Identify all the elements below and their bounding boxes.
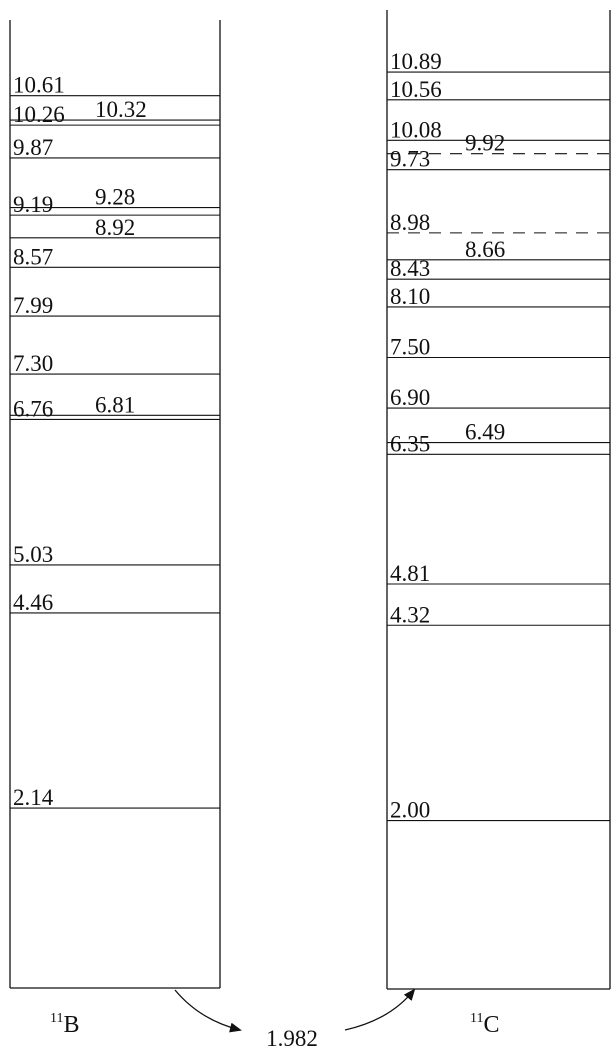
c11-level-column: 10.89 10.56 10.08 9.92 9.73 8.98 8.66 8.43 8.10 7…: [386, 10, 611, 990]
c11-level-label: 9.73: [390, 147, 430, 172]
arrow-left: [174, 989, 242, 1033]
c11-mass-number: 11: [470, 1011, 483, 1026]
b11-level-label: 7.30: [13, 351, 53, 376]
b11-level-label: 6.81: [95, 392, 135, 417]
c11-level-label: 6.49: [465, 420, 505, 445]
b11-level-label: 8.92: [95, 215, 135, 240]
c11-level-label: 8.43: [390, 256, 430, 281]
c11-level-label: 8.98: [390, 210, 430, 235]
b11-level-label: 7.99: [13, 293, 53, 318]
c11-level-label: 10.08: [390, 117, 442, 142]
c11-level-label: 4.81: [390, 561, 430, 586]
c11-level-label: 6.35: [390, 431, 430, 456]
energy-difference-label: 1.982: [266, 1026, 318, 1051]
c11-level-label: 9.92: [465, 131, 505, 156]
b11-symbol: B: [63, 1012, 79, 1038]
c11-nucleus-label: 11C: [470, 1011, 500, 1038]
b11-level-label: 9.28: [95, 185, 135, 210]
c11-level-label: 4.32: [390, 602, 430, 627]
b11-nucleus-label: 11B: [50, 1011, 80, 1038]
b11-level-label: 9.87: [13, 135, 53, 160]
b11-level-column: 10.61 10.32 10.26 9.87 9.28 9.19 8.92 8.57 7.99 7…: [9, 20, 221, 989]
b11-level-label: 4.46: [13, 590, 53, 615]
b11-level-label: 10.32: [95, 97, 147, 122]
b11-mass-number: 11: [50, 1011, 63, 1026]
b11-level-label: 10.61: [13, 73, 65, 98]
c11-level-label: 2.00: [390, 798, 430, 823]
b11-level-label: 8.57: [13, 244, 53, 269]
c11-level-label: 10.89: [390, 49, 442, 74]
b11-level-label: 2.14: [13, 785, 54, 810]
c11-level-label: 10.56: [390, 77, 442, 102]
c11-level-label: 8.10: [390, 284, 430, 309]
c11-symbol: C: [483, 1012, 499, 1038]
c11-level-label: 6.90: [390, 385, 430, 410]
b11-level-label: 10.26: [13, 102, 65, 127]
c11-level-label: 8.66: [465, 237, 505, 262]
c11-level-label: 7.50: [390, 335, 430, 360]
b11-level-label: 5.03: [13, 542, 53, 567]
arrow-right: [344, 988, 416, 1031]
b11-level-label: 6.76: [13, 396, 53, 421]
b11-level-label: 9.19: [13, 192, 53, 217]
